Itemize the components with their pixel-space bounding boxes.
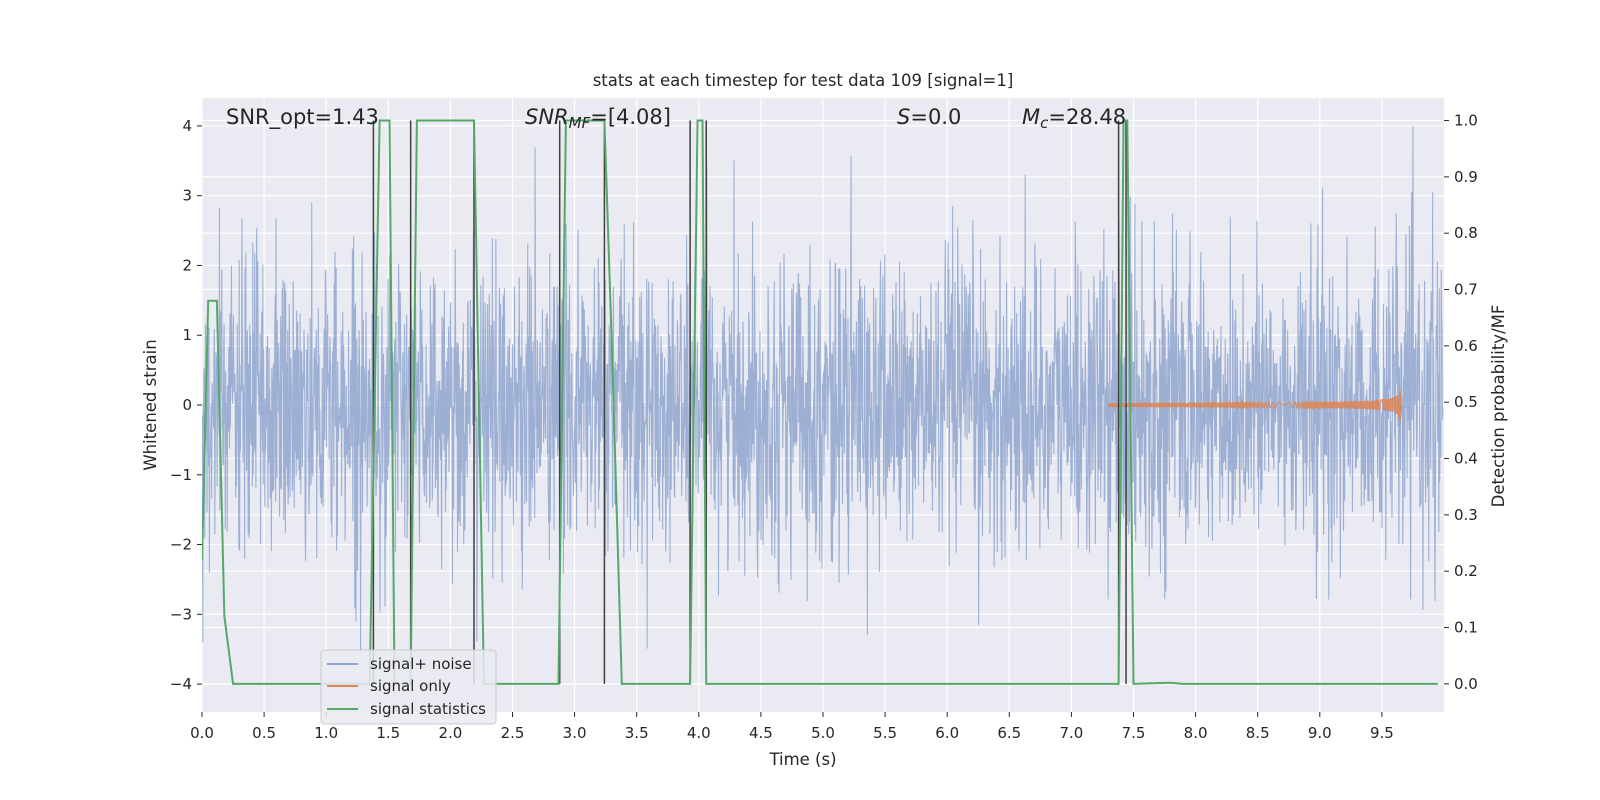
x-tick-label: 8.5 bbox=[1246, 724, 1270, 742]
x-tick-label: 6.0 bbox=[935, 724, 959, 742]
x-tick-label: 3.5 bbox=[625, 724, 649, 742]
x-tick-label: 4.0 bbox=[687, 724, 711, 742]
x-tick-label: 9.5 bbox=[1370, 724, 1394, 742]
x-tick-label: 2.0 bbox=[438, 724, 462, 742]
y-tick-label: 2 bbox=[182, 256, 192, 274]
y-axis-ticks: −4 −3 −2 −1 0 1 2 3 4 bbox=[170, 117, 202, 693]
annotation-mc-value: =28.48 bbox=[1048, 105, 1126, 129]
x-tick-label: 1.0 bbox=[314, 724, 338, 742]
y-right-axis-label: Detection probability/MF bbox=[1489, 305, 1508, 508]
x-tick-label: 6.5 bbox=[997, 724, 1021, 742]
y-right-tick-label: 0.5 bbox=[1454, 393, 1478, 411]
plot-area bbox=[201, 98, 1444, 712]
y-right-tick-label: 1.0 bbox=[1454, 112, 1478, 130]
legend-box bbox=[320, 649, 497, 725]
annotation-snr-mf-main: SNR bbox=[525, 105, 569, 129]
signal-noise-line bbox=[202, 125, 1444, 653]
y-tick-label: −4 bbox=[170, 675, 192, 693]
x-tick-label: 5.5 bbox=[873, 724, 897, 742]
y-right-tick-label: 0.2 bbox=[1454, 562, 1478, 580]
chart-title: stats at each timestep for test data 109… bbox=[593, 71, 1014, 90]
y-tick-label: 1 bbox=[182, 326, 192, 344]
y-right-tick-label: 0.7 bbox=[1454, 281, 1478, 299]
annotation-s: S=0.0 bbox=[897, 105, 961, 129]
x-tick-label: 4.5 bbox=[749, 724, 773, 742]
annotation-snr-mf: SNRMF=[4.08] bbox=[525, 105, 671, 132]
annotation-mc-main: M bbox=[1022, 105, 1040, 129]
legend-label-signal-noise: signal+ noise bbox=[370, 655, 472, 673]
x-axis-label: Time (s) bbox=[768, 750, 836, 769]
y-right-tick-label: 0.9 bbox=[1454, 168, 1478, 186]
y-right-tick-label: 0.3 bbox=[1454, 506, 1478, 524]
x-tick-label: 7.5 bbox=[1122, 724, 1146, 742]
legend-label-signal-only: signal only bbox=[370, 677, 451, 695]
y-right-axis-ticks: 0.0 0.1 0.2 0.3 0.4 0.5 0.6 0.7 0.8 0.9 1.0 bbox=[1444, 112, 1478, 693]
y-tick-label: −2 bbox=[170, 536, 192, 554]
annotations: SNR_opt=1.43 SNRMF=[4.08] S=0.0 Mc=28.48 bbox=[226, 105, 1126, 132]
x-tick-label: 2.5 bbox=[501, 724, 525, 742]
series-signal-noise bbox=[202, 125, 1444, 653]
x-tick-label: 0.0 bbox=[190, 724, 214, 742]
x-tick-label: 8.0 bbox=[1184, 724, 1208, 742]
x-tick-label: 5.0 bbox=[811, 724, 835, 742]
y-right-tick-label: 0.4 bbox=[1454, 450, 1478, 468]
x-axis-ticks: 0.0 0.5 1.0 1.5 2.0 2.5 3.0 3.5 4.0 4.5 5.0 5.5 6.0 6… bbox=[190, 712, 1394, 742]
legend-label-signal-statistics: signal statistics bbox=[370, 700, 486, 718]
annotation-s-value: =0.0 bbox=[910, 105, 961, 129]
legend: signal+ noise signal only signal statist… bbox=[320, 649, 497, 725]
x-tick-label: 7.0 bbox=[1059, 724, 1083, 742]
x-tick-label: 9.0 bbox=[1308, 724, 1332, 742]
signal-only-line bbox=[1108, 390, 1403, 426]
annotation-snr-mf-value: =[4.08] bbox=[590, 105, 671, 129]
series-signal-statistics bbox=[202, 119, 1438, 685]
annotation-snr-mf-sub: MF bbox=[569, 114, 591, 132]
x-tick-label: 1.5 bbox=[376, 724, 400, 742]
y-tick-label: −1 bbox=[170, 466, 192, 484]
annotation-s-main: S bbox=[897, 105, 910, 129]
y-tick-label: −3 bbox=[170, 605, 192, 623]
x-tick-label: 0.5 bbox=[252, 724, 276, 742]
y-right-tick-label: 0.6 bbox=[1454, 337, 1478, 355]
signal-statistics-line bbox=[202, 119, 1438, 685]
y-tick-label: 4 bbox=[182, 117, 192, 135]
series-signal-only bbox=[1108, 390, 1403, 426]
y-tick-label: 0 bbox=[182, 396, 192, 414]
annotation-snr-opt: SNR_opt=1.43 bbox=[226, 105, 379, 130]
y-right-tick-label: 0.0 bbox=[1454, 675, 1478, 693]
y-right-tick-label: 0.8 bbox=[1454, 224, 1478, 242]
y-tick-label: 3 bbox=[182, 187, 192, 205]
annotation-mc-sub: c bbox=[1040, 114, 1049, 132]
y-right-tick-label: 0.1 bbox=[1454, 619, 1478, 637]
y-axis-label: Whitened strain bbox=[141, 339, 160, 470]
annotation-mc: Mc=28.48 bbox=[1022, 105, 1126, 132]
x-tick-label: 3.0 bbox=[563, 724, 587, 742]
